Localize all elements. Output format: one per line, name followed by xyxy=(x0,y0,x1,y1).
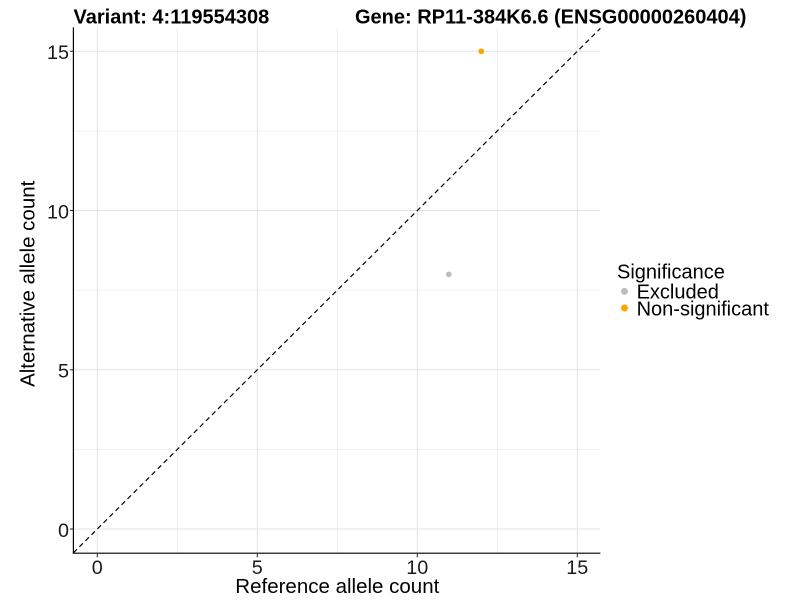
svg-text:0: 0 xyxy=(92,557,103,579)
svg-text:0: 0 xyxy=(58,520,69,542)
svg-text:Reference allele count: Reference allele count xyxy=(235,575,439,598)
svg-text:15: 15 xyxy=(47,42,69,64)
svg-text:5: 5 xyxy=(58,361,69,383)
svg-text:Non-significant: Non-significant xyxy=(637,299,770,321)
svg-text:Alternative allele count: Alternative allele count xyxy=(17,180,40,387)
svg-text:Gene: RP11-384K6.6 (ENSG000002: Gene: RP11-384K6.6 (ENSG00000260404) xyxy=(355,7,746,29)
svg-text:15: 15 xyxy=(566,557,588,579)
svg-text:10: 10 xyxy=(47,201,69,223)
svg-text:Excluded: Excluded xyxy=(637,282,719,304)
svg-text:5: 5 xyxy=(252,557,263,579)
svg-text:10: 10 xyxy=(406,557,428,579)
svg-text:Significance: Significance xyxy=(617,261,725,283)
svg-text:Variant: 4:119554308: Variant: 4:119554308 xyxy=(74,7,270,29)
